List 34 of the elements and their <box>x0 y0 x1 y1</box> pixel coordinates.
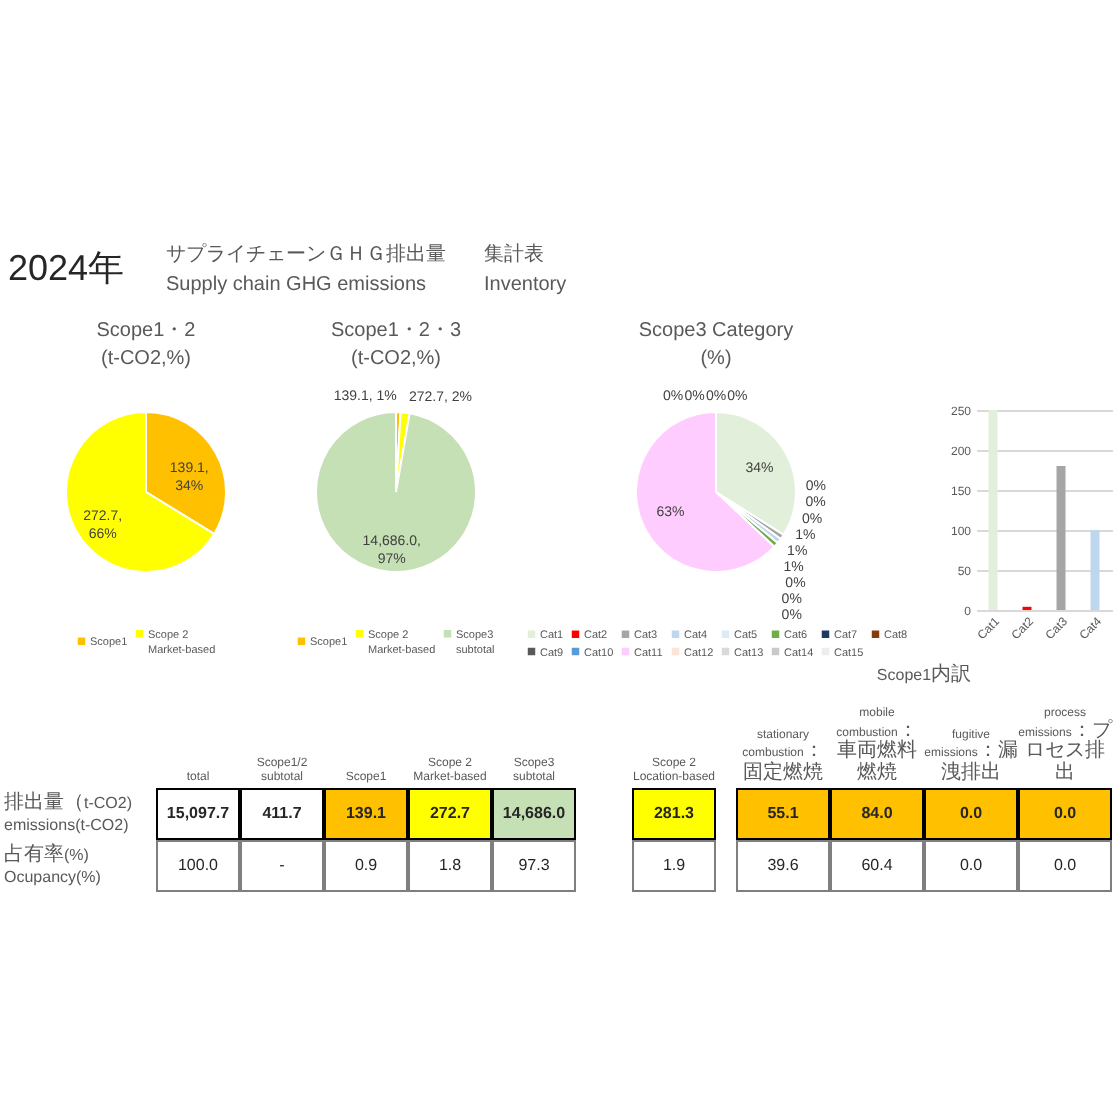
text: 1.9 <box>662 855 686 874</box>
text: 139.1 <box>345 803 387 822</box>
text: 97.3 <box>518 855 550 874</box>
text: Supply chain GHG emissions <box>166 274 429 296</box>
text: 0.0 <box>959 803 983 822</box>
chart-subtitle: (%) <box>700 348 732 370</box>
text: 15,097.7 <box>166 803 230 822</box>
chart-title: Scope1・2 <box>96 320 197 342</box>
text: 0.0 <box>959 855 983 874</box>
text: 14,686.0 <box>502 803 566 822</box>
text: Inventory <box>484 274 567 296</box>
category-label: 排出量（t-CO2) emissions(t-CO2) <box>4 792 132 835</box>
text: 0.0 <box>1053 855 1077 874</box>
text: - <box>279 855 285 874</box>
chart-title: Scope3 Category <box>638 320 794 342</box>
text: 0.9 <box>354 855 378 874</box>
category-label: 占有率(%) Ocupancy(%) <box>4 844 101 887</box>
text: 100.0 <box>177 855 219 874</box>
text: 411.7 <box>262 803 302 822</box>
text: 281.3 <box>653 803 695 822</box>
text: 39.6 <box>767 855 799 874</box>
chart-title: Scope1・2・3 <box>330 320 462 342</box>
text: Scope1内訳 <box>876 663 972 685</box>
text: 55.1 <box>767 803 799 822</box>
text: 60.4 <box>861 855 893 874</box>
text: 272.7 <box>429 803 471 822</box>
text: 84.0 <box>861 803 893 822</box>
chart-subtitle: (t-CO2,%) <box>351 348 441 370</box>
text: 1.8 <box>438 855 462 874</box>
text: 0.0 <box>1053 803 1077 822</box>
text: サプライチェーンＧＨＧ排出量 <box>166 241 448 268</box>
chart-subtitle: (t-CO2,%) <box>101 348 191 370</box>
text: 集計表 <box>484 241 546 268</box>
text: 2024年 <box>8 246 127 292</box>
